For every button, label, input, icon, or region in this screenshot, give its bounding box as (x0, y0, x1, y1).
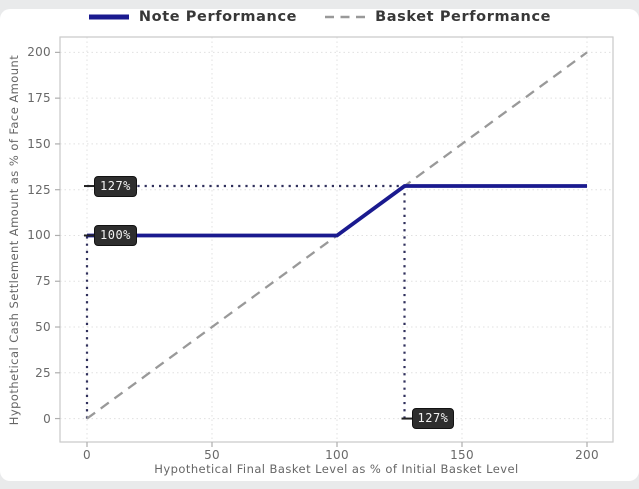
legend-item-note-performance: Note Performance (88, 9, 297, 25)
legend-swatch-dashed (325, 15, 366, 19)
legend-swatch-solid (88, 14, 129, 20)
legend-label: Basket Performance (375, 9, 552, 25)
legend-item-basket-performance: Basket Performance (324, 9, 551, 25)
legend-label: Note Performance (138, 9, 298, 25)
legend: Note Performance Basket Performance (0, 3, 639, 31)
series-note-performance (87, 184, 587, 238)
